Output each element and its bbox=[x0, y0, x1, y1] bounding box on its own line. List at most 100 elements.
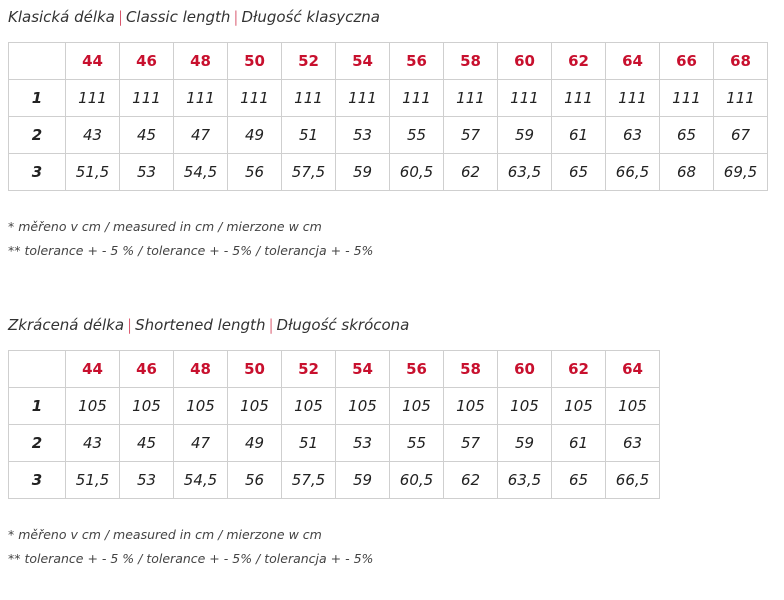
cell: 111 bbox=[551, 79, 606, 117]
note: ** tolerance + - 5 % / tolerance + - 5% … bbox=[8, 551, 374, 566]
title-part: Długość klasyczna bbox=[241, 8, 380, 26]
size-table: 44 46 48 50 52 54 56 58 60 62 64 66 68 1 111 111 111 111 1… bbox=[8, 42, 768, 191]
row-label: 2 bbox=[8, 116, 66, 154]
table-row: 2 43 45 47 49 51 53 55 57 59 61 63 65 67 bbox=[8, 116, 768, 154]
cell: 62 bbox=[443, 153, 498, 191]
cell: 105 bbox=[389, 387, 444, 425]
cell: 53 bbox=[335, 424, 390, 462]
cell: 53 bbox=[335, 116, 390, 154]
cell: 105 bbox=[281, 387, 336, 425]
corner-cell bbox=[8, 350, 66, 388]
size-header: 66 bbox=[659, 42, 714, 80]
cell: 111 bbox=[281, 79, 336, 117]
size-header: 60 bbox=[497, 42, 552, 80]
cell: 105 bbox=[227, 387, 282, 425]
cell: 51,5 bbox=[65, 153, 120, 191]
cell: 63,5 bbox=[497, 461, 552, 499]
cell: 60,5 bbox=[389, 153, 444, 191]
cell: 57 bbox=[443, 424, 498, 462]
title-separator: | bbox=[268, 316, 274, 334]
row-label: 1 bbox=[8, 387, 66, 425]
size-header: 46 bbox=[119, 350, 174, 388]
cell: 56 bbox=[227, 153, 282, 191]
corner-cell bbox=[8, 42, 66, 80]
cell: 62 bbox=[443, 461, 498, 499]
cell: 59 bbox=[497, 424, 552, 462]
cell: 111 bbox=[227, 79, 282, 117]
cell: 61 bbox=[551, 116, 606, 154]
cell: 43 bbox=[65, 116, 120, 154]
cell: 49 bbox=[227, 116, 282, 154]
size-header: 50 bbox=[227, 42, 282, 80]
cell: 105 bbox=[173, 387, 228, 425]
cell: 61 bbox=[551, 424, 606, 462]
table-row: 1 105 105 105 105 105 105 105 105 105 105 105 bbox=[8, 387, 660, 425]
section: Klasická délka | Classic length | Długość kl… bbox=[8, 6, 768, 263]
cell: 111 bbox=[443, 79, 498, 117]
cell: 55 bbox=[389, 116, 444, 154]
cell: 105 bbox=[497, 387, 552, 425]
cell: 105 bbox=[119, 387, 174, 425]
title-part: Klasická délka bbox=[8, 8, 115, 26]
note: * měřeno v cm / measured in cm / mierzon… bbox=[8, 527, 322, 542]
size-header: 54 bbox=[335, 42, 390, 80]
size-header: 64 bbox=[605, 42, 660, 80]
header-row: 44 46 48 50 52 54 56 58 60 62 64 66 68 bbox=[8, 42, 768, 80]
cell: 68 bbox=[659, 153, 714, 191]
cell: 111 bbox=[335, 79, 390, 117]
table-row: 2 43 45 47 49 51 53 55 57 59 61 63 bbox=[8, 424, 660, 462]
row-label: 2 bbox=[8, 424, 66, 462]
title-part: Zkrácená délka bbox=[8, 316, 125, 334]
cell: 56 bbox=[227, 461, 282, 499]
size-header: 54 bbox=[335, 350, 390, 388]
cell: 105 bbox=[443, 387, 498, 425]
section: Zkrácená délka | Shortened length | Długość … bbox=[8, 314, 660, 571]
cell: 51,5 bbox=[65, 461, 120, 499]
cell: 66,5 bbox=[605, 461, 660, 499]
cell: 57,5 bbox=[281, 461, 336, 499]
header-row: 44 46 48 50 52 54 56 58 60 62 64 bbox=[8, 350, 660, 388]
notes: * měřeno v cm / measured in cm / mierzon… bbox=[8, 215, 768, 263]
size-table: 44 46 48 50 52 54 56 58 60 62 64 1 105 105 105 105 105 10… bbox=[8, 350, 660, 499]
row-label: 1 bbox=[8, 79, 66, 117]
cell: 63,5 bbox=[497, 153, 552, 191]
row-label: 3 bbox=[8, 461, 66, 499]
note: ** tolerance + - 5 % / tolerance + - 5% … bbox=[8, 243, 374, 258]
section-title: Zkrácená délka | Shortened length | Długość … bbox=[8, 314, 660, 336]
cell: 55 bbox=[389, 424, 444, 462]
cell: 57 bbox=[443, 116, 498, 154]
size-header: 46 bbox=[119, 42, 174, 80]
size-header: 56 bbox=[389, 42, 444, 80]
cell: 49 bbox=[227, 424, 282, 462]
cell: 60,5 bbox=[389, 461, 444, 499]
cell: 45 bbox=[119, 424, 174, 462]
title-part: Classic length bbox=[125, 8, 231, 26]
cell: 59 bbox=[335, 461, 390, 499]
cell: 105 bbox=[551, 387, 606, 425]
cell: 43 bbox=[65, 424, 120, 462]
cell: 53 bbox=[119, 153, 174, 191]
cell: 111 bbox=[659, 79, 714, 117]
title-separator: | bbox=[233, 8, 239, 26]
title-part: Shortened length bbox=[135, 316, 266, 334]
cell: 105 bbox=[65, 387, 120, 425]
notes: * měřeno v cm / measured in cm / mierzon… bbox=[8, 523, 660, 571]
size-header: 52 bbox=[281, 42, 336, 80]
size-header: 62 bbox=[551, 42, 606, 80]
cell: 105 bbox=[335, 387, 390, 425]
cell: 47 bbox=[173, 116, 228, 154]
cell: 65 bbox=[551, 461, 606, 499]
cell: 57,5 bbox=[281, 153, 336, 191]
section-title: Klasická délka | Classic length | Długość kl… bbox=[8, 6, 768, 28]
cell: 65 bbox=[551, 153, 606, 191]
cell: 111 bbox=[497, 79, 552, 117]
table-row: 1 111 111 111 111 111 111 111 111 111 111 111 111 111 bbox=[8, 79, 768, 117]
cell: 54,5 bbox=[173, 153, 228, 191]
cell: 111 bbox=[605, 79, 660, 117]
size-header: 48 bbox=[173, 42, 228, 80]
title-part: Długość skrócona bbox=[276, 316, 410, 334]
row-label: 3 bbox=[8, 153, 66, 191]
cell: 111 bbox=[173, 79, 228, 117]
size-header: 52 bbox=[281, 350, 336, 388]
